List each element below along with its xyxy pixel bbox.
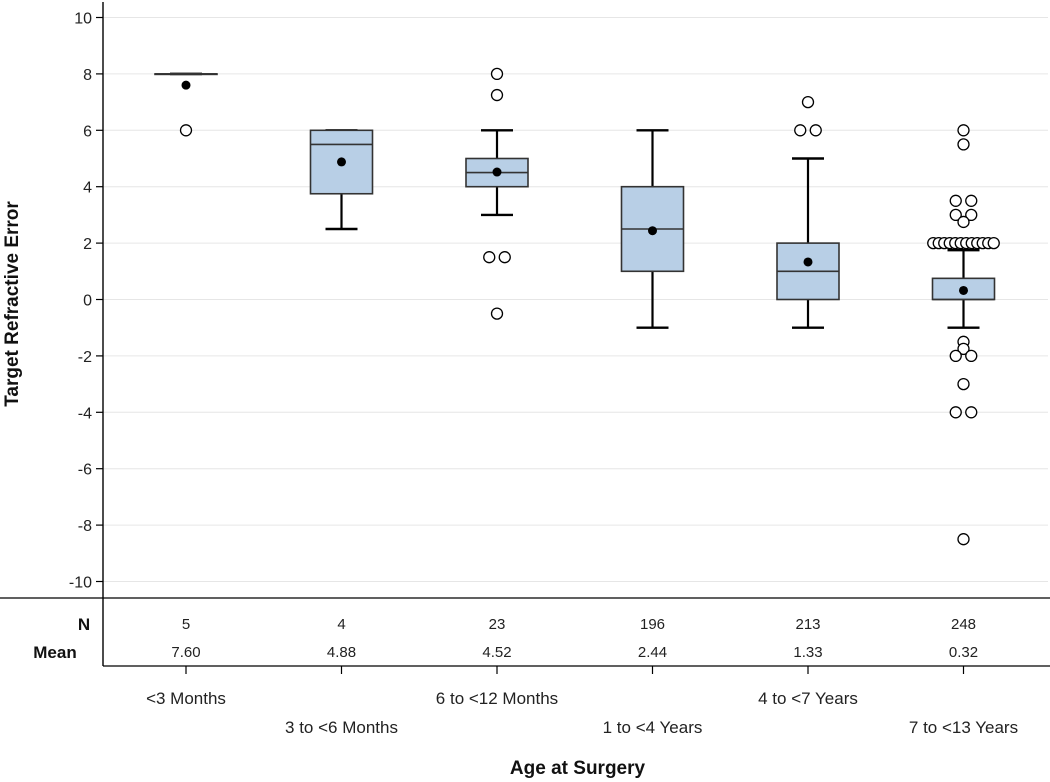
outlier-point bbox=[957, 124, 970, 137]
outlier-point bbox=[483, 251, 496, 264]
outlier-point bbox=[801, 95, 815, 109]
mean-row-heading: Mean bbox=[33, 643, 76, 662]
x-category-label: 1 to <4 Years bbox=[603, 718, 703, 737]
box-group bbox=[927, 124, 1000, 546]
outlier-point bbox=[949, 349, 962, 363]
outlier-point bbox=[949, 194, 962, 207]
outlier-point bbox=[957, 138, 970, 151]
x-category-label: <3 Months bbox=[146, 689, 226, 708]
mean-value: 2.44 bbox=[638, 644, 667, 661]
y-tick-label: 8 bbox=[83, 67, 92, 84]
mean-value: 1.33 bbox=[793, 644, 822, 661]
box-group bbox=[776, 95, 840, 329]
y-tick-label: 4 bbox=[83, 180, 92, 197]
mean-marker bbox=[648, 226, 657, 236]
x-category-labels: <3 Months 3 to <6 Months 6 to <12 Months 1 … bbox=[146, 689, 1018, 737]
y-axis-title: Target Refractive Error bbox=[2, 201, 23, 407]
outlier-point bbox=[498, 251, 511, 264]
x-category-label: 7 to <13 Years bbox=[909, 718, 1018, 737]
outlier-point bbox=[949, 406, 962, 419]
y-tick-label: 10 bbox=[74, 11, 92, 28]
box-group bbox=[154, 72, 218, 137]
box-group bbox=[465, 67, 529, 320]
y-tick-label: 2 bbox=[83, 236, 92, 253]
outlier-point bbox=[490, 307, 504, 320]
y-tick-label: -2 bbox=[78, 349, 92, 366]
axes bbox=[0, 2, 1050, 674]
outlier-point bbox=[490, 67, 504, 81]
outlier-point bbox=[957, 215, 970, 229]
n-value: 213 bbox=[795, 616, 820, 633]
mean-value: 0.32 bbox=[949, 644, 978, 661]
outlier-point bbox=[957, 342, 970, 356]
x-category-label: 3 to <6 Months bbox=[285, 718, 398, 737]
y-tick-label: -8 bbox=[78, 518, 92, 535]
x-category-label: 4 to <7 Years bbox=[758, 689, 858, 708]
boxes bbox=[154, 67, 1000, 546]
mean-marker bbox=[337, 157, 346, 167]
y-tick-labels: 10 8 6 4 2 0 -2 -4 -6 -8 -10 bbox=[69, 11, 92, 592]
outlier-point bbox=[957, 377, 970, 391]
outlier-point bbox=[949, 208, 962, 222]
box-group bbox=[309, 129, 374, 231]
outlier-point bbox=[179, 124, 193, 137]
n-value: 248 bbox=[951, 616, 976, 633]
n-row-heading: N bbox=[78, 615, 90, 634]
outlier-point bbox=[965, 406, 978, 419]
n-value: 5 bbox=[182, 616, 190, 633]
outlier-point bbox=[809, 124, 822, 137]
outlier-point bbox=[794, 124, 807, 137]
mean-marker bbox=[492, 167, 502, 177]
outlier-point bbox=[965, 349, 978, 363]
y-tick-label: 0 bbox=[83, 293, 92, 310]
mean-marker bbox=[959, 285, 968, 295]
n-value: 23 bbox=[489, 616, 506, 633]
gridlines bbox=[103, 17, 1048, 582]
outlier-point bbox=[987, 236, 1000, 250]
y-tick-label: -6 bbox=[78, 462, 92, 479]
mean-marker bbox=[181, 80, 191, 90]
y-tick-label: -4 bbox=[78, 405, 92, 422]
mean-value: 7.60 bbox=[171, 644, 200, 661]
stats-table: N Mean 5 7.60 4 4.88 23 4.52 196 2.44 213 1.33 248… bbox=[33, 615, 978, 662]
y-tick-label: -10 bbox=[69, 575, 92, 592]
outlier-point bbox=[965, 194, 978, 207]
n-value: 4 bbox=[337, 616, 345, 633]
x-category-label: 6 to <12 Months bbox=[436, 689, 558, 708]
x-axis-title: Age at Surgery bbox=[510, 758, 646, 779]
mean-value: 4.52 bbox=[482, 644, 511, 661]
box-group bbox=[620, 129, 685, 329]
outlier-point bbox=[957, 533, 970, 546]
y-tick-label: 6 bbox=[83, 123, 92, 140]
n-value: 196 bbox=[640, 616, 665, 633]
outlier-point bbox=[965, 208, 978, 222]
outlier-point bbox=[490, 88, 504, 102]
mean-marker bbox=[803, 257, 813, 267]
mean-value: 4.88 bbox=[327, 644, 356, 661]
